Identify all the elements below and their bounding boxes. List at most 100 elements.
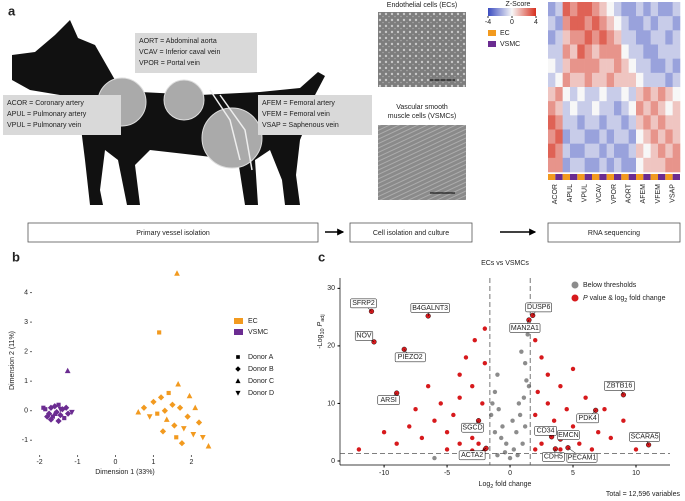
point (157, 330, 162, 335)
point (492, 430, 498, 435)
heatmap-cell (606, 157, 615, 173)
heatmap-cell (548, 16, 556, 31)
point (150, 398, 157, 405)
heatmap-cell (621, 44, 629, 59)
gene-label: DUSP6 (527, 304, 550, 311)
heatmap-cell (650, 72, 659, 88)
heatmap-cell (643, 30, 651, 45)
point (517, 412, 523, 418)
gene-label: MAN2A1 (511, 325, 539, 332)
label-box (350, 298, 377, 309)
heatmap-cell (584, 101, 593, 116)
point (525, 332, 530, 337)
legend-marker (235, 378, 241, 384)
legend-label: VSMC (500, 41, 520, 48)
image-caption: Endothelial cells (ECs) (387, 2, 457, 9)
heatmap-cell (606, 44, 615, 59)
column-label: AORT (626, 183, 633, 203)
heatmap-cell (650, 87, 659, 102)
point (57, 406, 64, 413)
point (62, 416, 67, 421)
point (169, 401, 176, 408)
vessels (209, 89, 253, 171)
heatmap-cell (665, 157, 673, 173)
heatmap-cell (614, 2, 622, 17)
heatmap-cell (621, 87, 629, 102)
heatmap-cell (577, 129, 585, 144)
colorbar-tick-label: 0 (510, 19, 514, 26)
heatmap-cell (643, 58, 651, 74)
cell-type-bar (592, 174, 600, 180)
heatmap-cell (548, 115, 556, 130)
heatmap-cell (636, 72, 644, 88)
heatmap-cell (614, 101, 622, 116)
heatmap-cell (665, 16, 673, 31)
heatmap-cell (628, 2, 637, 17)
point (476, 441, 481, 446)
heatmap-cell (562, 30, 571, 45)
heatmap-cell (672, 72, 681, 88)
leg-detail (201, 107, 263, 169)
y-tick-label: -1 (22, 437, 28, 444)
column-label: AFEM (640, 184, 647, 204)
point (163, 416, 170, 422)
cell-type-bar (643, 174, 651, 180)
heatmap-cell (658, 101, 666, 116)
vessel-label: ACOR = Coronary artery (7, 100, 84, 107)
heatmap-cell (658, 87, 666, 102)
point (457, 372, 462, 377)
cell-type-bar (548, 174, 556, 180)
heatmap-cell (658, 157, 666, 173)
heatmap-cell (650, 129, 659, 144)
heatmap-cell (614, 44, 622, 59)
point (558, 383, 563, 389)
heatmap-cell (577, 157, 585, 173)
heatmap-cell (548, 44, 556, 59)
point (583, 395, 588, 400)
heatmap-cell (628, 143, 637, 159)
heatmap-cell (658, 30, 666, 45)
step-label: Cell isolation and culture (373, 230, 449, 237)
heatmap-cell (665, 2, 673, 17)
vessel-label: AFEM = Femoral artery (262, 100, 335, 107)
x-tick-label: -10 (379, 470, 389, 477)
point (166, 390, 171, 396)
point (50, 414, 55, 419)
x-tick-label: 2 (189, 459, 193, 466)
legend-label: EC (248, 318, 258, 325)
legend-label-part: value & log (588, 295, 625, 302)
heatmap-cell (592, 143, 600, 159)
heatmap-cell (643, 72, 651, 88)
point (621, 418, 626, 423)
heatmap-cell (628, 129, 637, 144)
point (178, 440, 186, 447)
heatmap-cell (628, 58, 637, 74)
heatmap-cell (658, 16, 666, 31)
y-tick-label: 0 (24, 408, 28, 415)
legend-marker (235, 390, 241, 396)
point (146, 414, 153, 420)
label-box (542, 452, 565, 462)
point (545, 401, 551, 406)
heatmap-cell (614, 16, 622, 31)
point (499, 435, 504, 441)
legend-label: P value & log2 fold change (583, 295, 666, 305)
heatmap-cell (650, 30, 659, 45)
step-label: RNA sequencing (588, 230, 640, 237)
panel-label: a (8, 3, 16, 18)
label-box (394, 352, 426, 363)
heatmap-cell (548, 2, 556, 17)
point (524, 378, 529, 383)
heatmap-cell (665, 87, 673, 102)
label-box (604, 381, 635, 391)
heatmap-cell (555, 87, 563, 102)
cell-type-bar (621, 174, 629, 180)
legend-label: Donor B (248, 366, 274, 373)
point (596, 430, 601, 435)
point (511, 447, 517, 452)
legend-label-part: 2 (624, 298, 627, 304)
column-label: VPUL (582, 184, 589, 202)
heatmap-cell (592, 157, 600, 173)
label-box (557, 430, 580, 440)
